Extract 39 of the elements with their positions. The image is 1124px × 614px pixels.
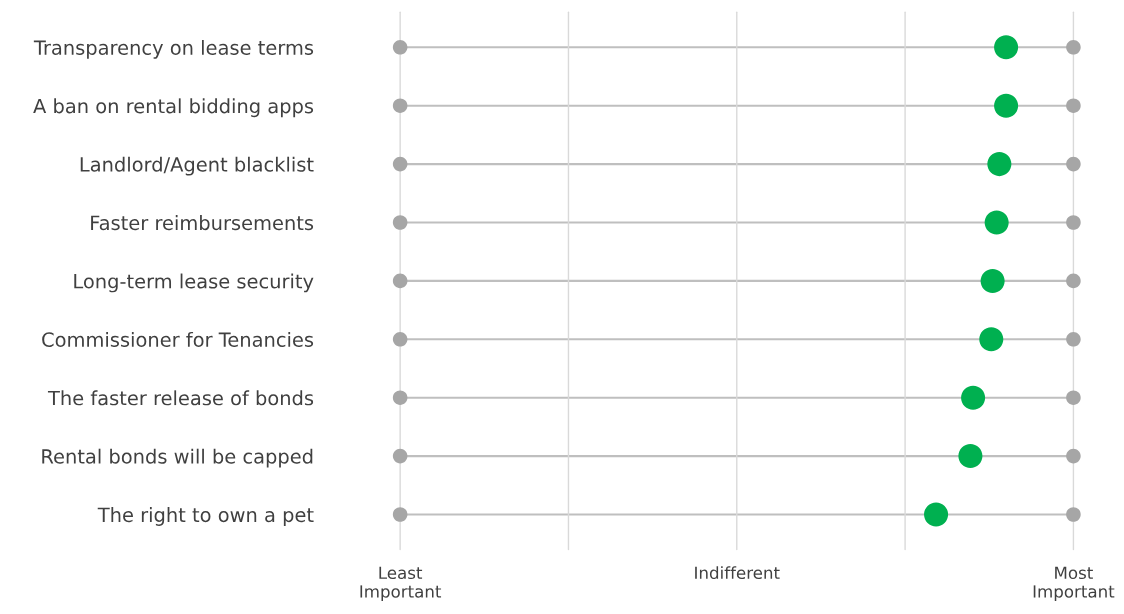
y-tick-label: The right to own a pet [97, 507, 314, 526]
point [392, 273, 408, 289]
y-tick-label: The faster release of bonds [47, 390, 314, 406]
y-tick-label: Transparency on lease terms [33, 39, 314, 59]
point [979, 327, 1004, 352]
point [980, 268, 1005, 293]
point [994, 93, 1019, 118]
point [392, 156, 408, 172]
point [1066, 390, 1081, 405]
point [984, 210, 1009, 235]
y-tick-label: Landlord/Agent blacklist [80, 156, 314, 176]
point [958, 444, 983, 469]
point [1066, 507, 1081, 522]
point [987, 152, 1012, 177]
point [392, 215, 408, 230]
text: Most Important [1033, 566, 1115, 601]
point [392, 332, 408, 347]
point [1066, 40, 1081, 55]
point [392, 40, 408, 55]
point [1066, 98, 1081, 113]
point [392, 98, 408, 113]
y-tick-label: A ban on rental bidding apps [33, 98, 314, 118]
point [994, 35, 1019, 60]
point [961, 385, 986, 410]
text: Least Important [360, 566, 442, 601]
point [392, 448, 408, 464]
y-tick-label: Faster reimbursements [91, 215, 314, 231]
y-tick-label: Rental bonds will be capped [42, 448, 313, 468]
point [1066, 332, 1081, 347]
point [1066, 156, 1081, 172]
point [924, 502, 949, 527]
point [1066, 215, 1081, 230]
y-tick-label: Long-term lease security [74, 273, 314, 293]
point [1066, 273, 1081, 289]
point [392, 507, 408, 522]
text: Indifferent [695, 566, 780, 580]
y-tick-label: Commissioner for Tenancies [42, 331, 314, 347]
point [392, 390, 408, 405]
point [1066, 448, 1081, 464]
